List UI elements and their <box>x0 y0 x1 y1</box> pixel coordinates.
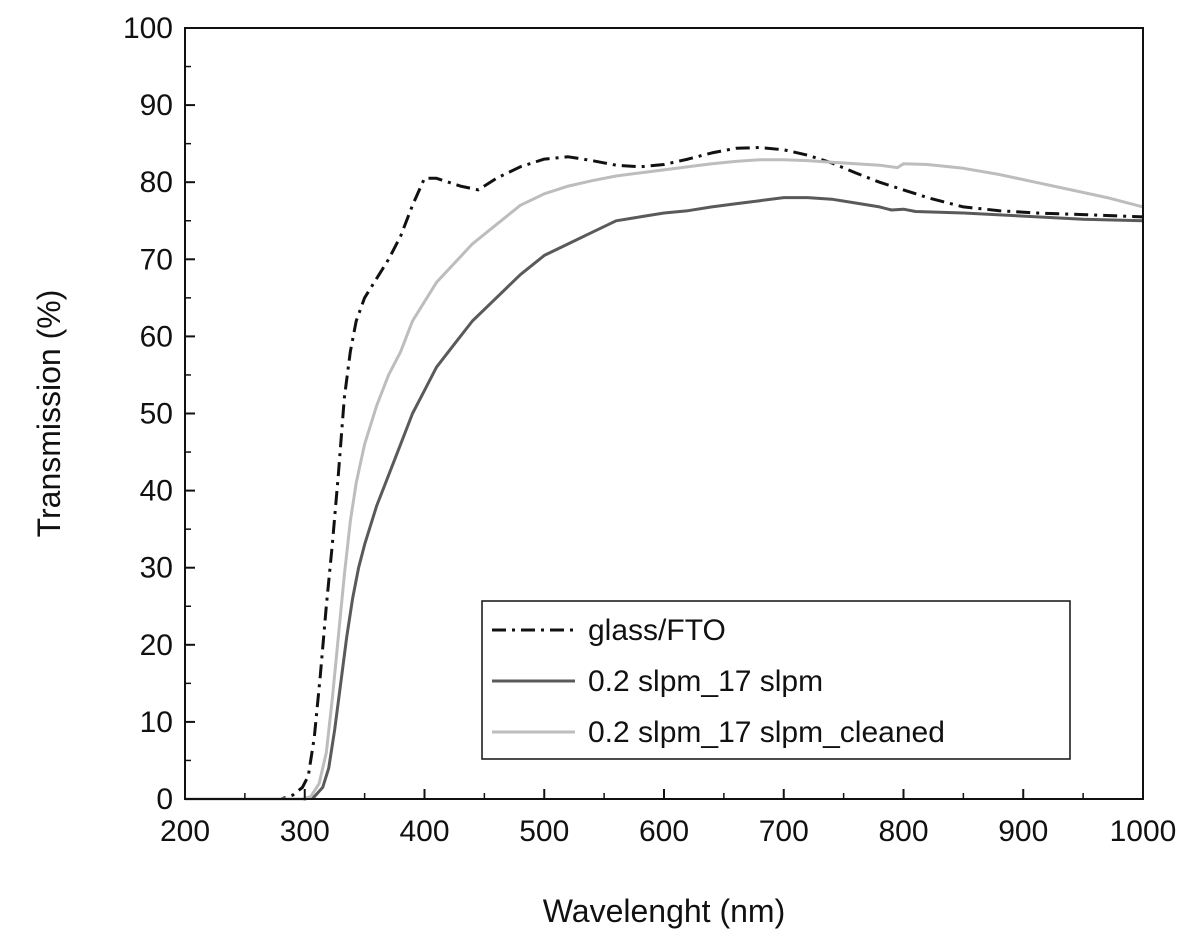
x-tick-label: 200 <box>160 815 210 848</box>
y-tick-label: 0 <box>156 783 173 816</box>
y-tick-label: 40 <box>140 475 173 508</box>
legend-box <box>481 600 1071 760</box>
series-layer <box>185 146 1144 801</box>
series-line-2 <box>185 196 1144 801</box>
y-tick-label: 20 <box>140 629 173 662</box>
y-tick-label: 60 <box>140 320 173 353</box>
legend-label-1: glass/FTO <box>588 614 726 647</box>
y-tick-label: 50 <box>140 398 173 431</box>
ticks-layer: 200 300 400 500 600 700 800 900 1000 0 10 20 30 40 50 6… <box>123 12 1176 848</box>
series-line-3 <box>185 158 1144 801</box>
y-tick-label: 100 <box>123 12 173 45</box>
x-axis-title: Wavelenght (nm) <box>543 893 785 929</box>
x-tick-label: 700 <box>759 815 809 848</box>
y-tick-label: 10 <box>140 706 173 739</box>
x-tick-label: 600 <box>639 815 689 848</box>
y-tick-label: 70 <box>140 243 173 276</box>
x-tick-label: 400 <box>399 815 449 848</box>
x-tick-label: 800 <box>878 815 928 848</box>
legend: glass/FTO 0.2 slpm_17 slpm 0.2 slpm_17 slp… <box>481 600 1071 760</box>
legend-label-3: 0.2 slpm_17 slpm_cleaned <box>588 716 945 749</box>
y-axis-title: Transmission (%) <box>31 290 67 538</box>
x-tick-label: 500 <box>519 815 569 848</box>
x-tick-label: 1000 <box>1110 815 1177 848</box>
x-tick-label: 900 <box>998 815 1048 848</box>
y-tick-label: 90 <box>140 89 173 122</box>
y-tick-label: 80 <box>140 166 173 199</box>
y-tick-label: 30 <box>140 552 173 585</box>
legend-label-2: 0.2 slpm_17 slpm <box>588 665 823 698</box>
x-tick-label: 300 <box>280 815 330 848</box>
